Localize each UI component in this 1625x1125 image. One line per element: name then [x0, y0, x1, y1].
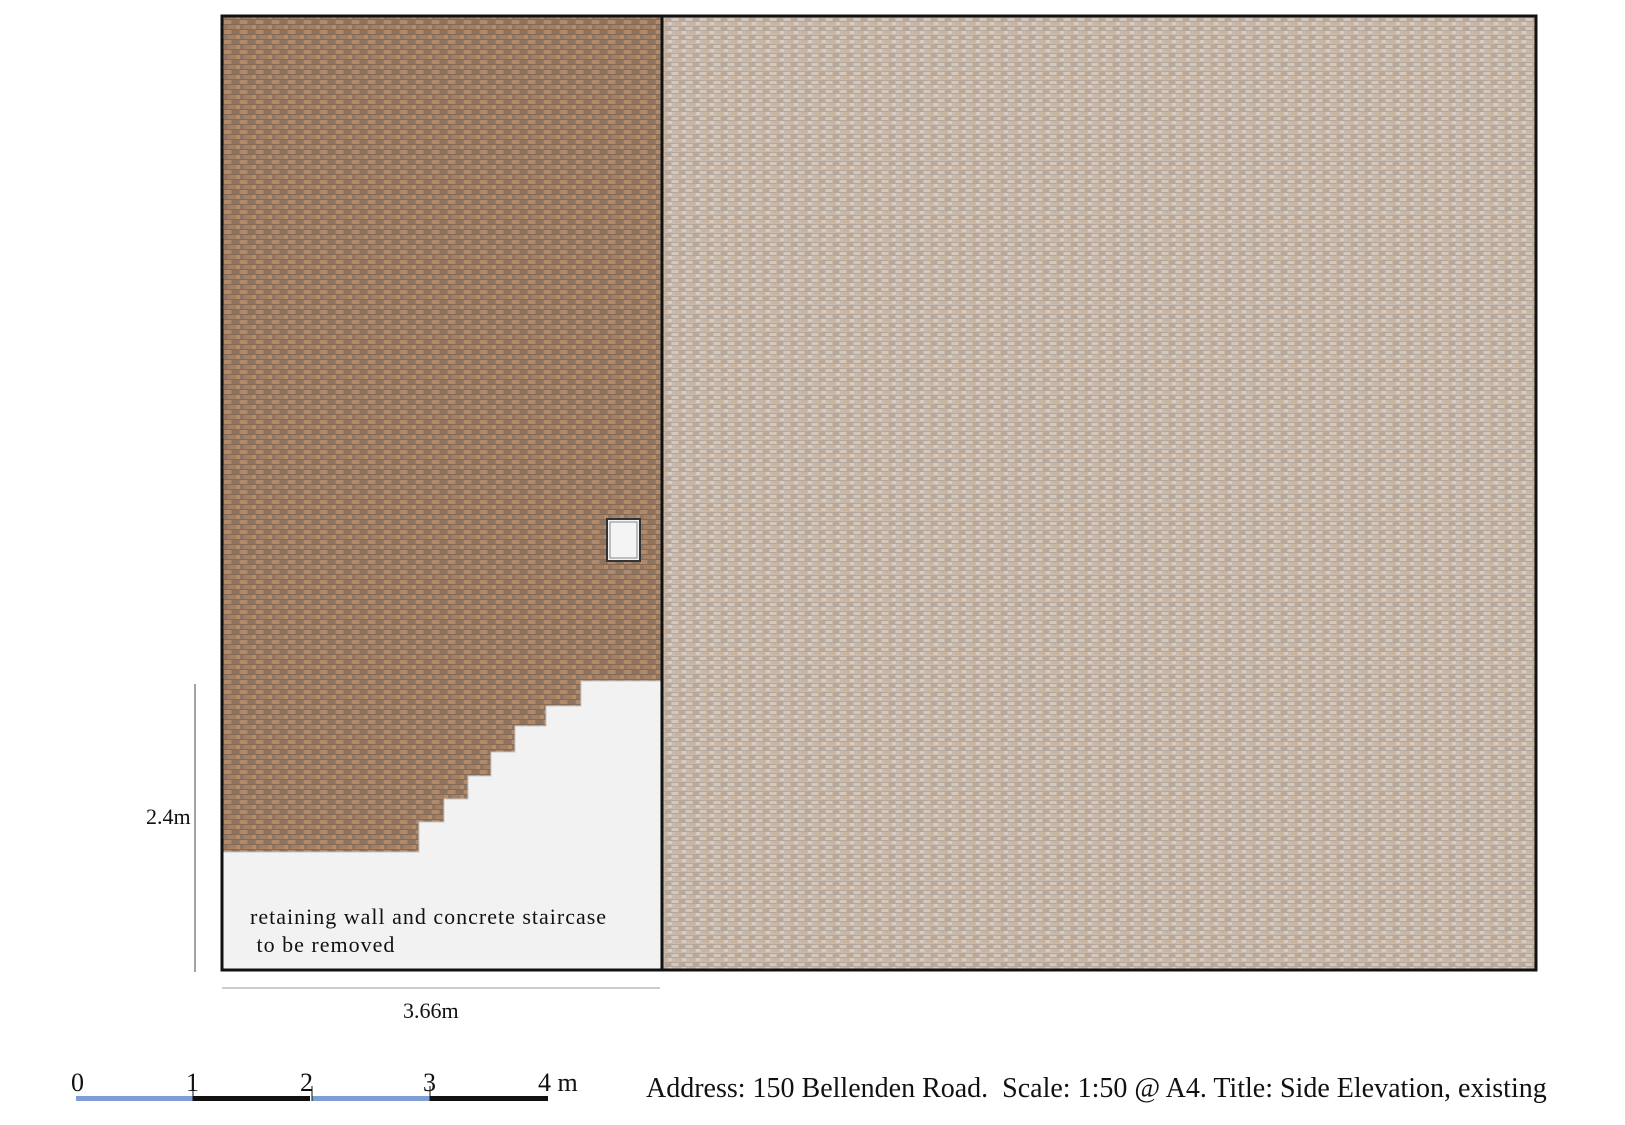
- scale-bar-segment-2: [193, 1096, 310, 1101]
- removal-note-line-2: to be removed: [250, 932, 395, 957]
- scale-label-4: 4 m: [538, 1068, 578, 1097]
- scale-bar-segment-1: [76, 1096, 193, 1101]
- render-wall-panel: [662, 16, 1536, 970]
- scale-bar-segment-4: [430, 1096, 548, 1101]
- removal-note-line-1: retaining wall and concrete staircase: [250, 904, 607, 929]
- building-outline: [220, 14, 1538, 972]
- scale-label-3: 3: [423, 1068, 436, 1097]
- scale-label-0: 0: [71, 1068, 84, 1097]
- scale-label-1: 1: [186, 1068, 199, 1097]
- wall-vent-frame: [609, 521, 638, 559]
- height-dimension-label: 2.4m: [146, 804, 191, 829]
- width-dimension-label: 3.66m: [403, 998, 459, 1023]
- scale-label-2: 2: [300, 1068, 313, 1097]
- scale-bar: 0 1 2 3 4 m: [71, 1068, 578, 1101]
- wall-vent: [606, 518, 641, 562]
- scale-bar-segment-3: [312, 1096, 430, 1101]
- drawing-caption: Address: 150 Bellenden Road. Scale: 1:50…: [646, 1073, 1547, 1104]
